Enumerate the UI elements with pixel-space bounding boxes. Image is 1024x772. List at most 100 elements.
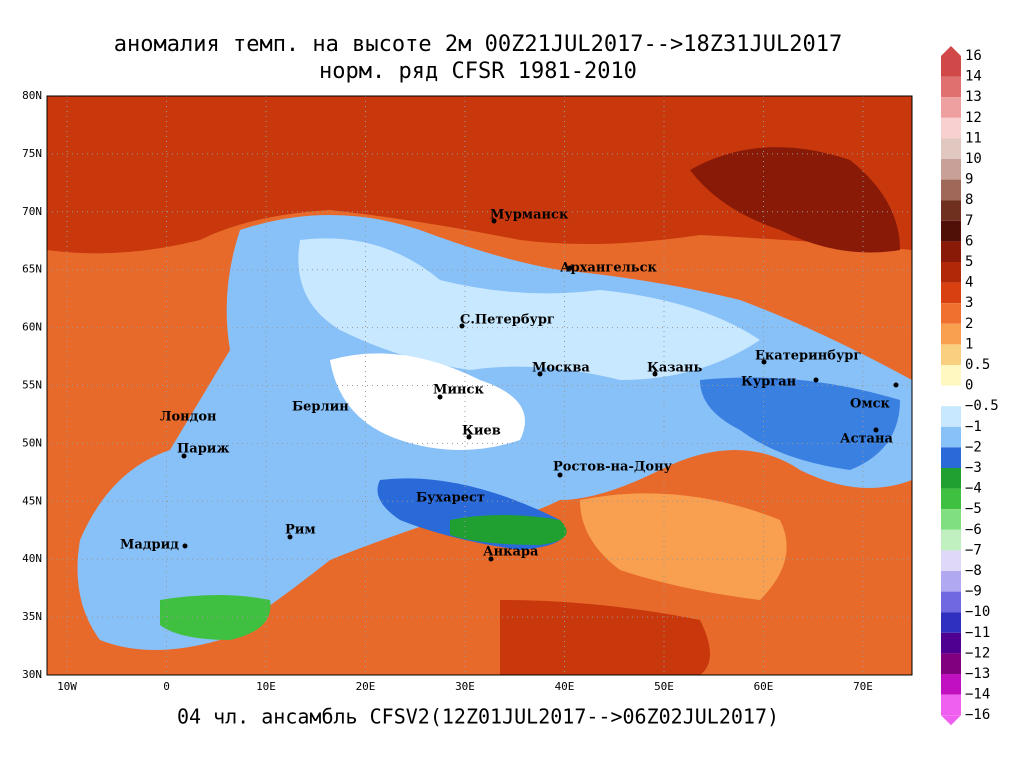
colorbar-segment — [941, 97, 961, 118]
lat-label: 70N — [22, 205, 42, 218]
colorbar-label: 7 — [965, 213, 973, 229]
graticule — [47, 96, 912, 675]
lon-label: 10W — [57, 680, 77, 693]
lon-label: 50E — [654, 680, 674, 693]
city-label: Ростов-на-Дону — [553, 460, 673, 475]
city-dot — [567, 265, 573, 271]
city-dot — [557, 472, 563, 478]
city-label: Курган — [741, 375, 797, 390]
colorbar-segment — [941, 550, 961, 571]
city-label: Архангельск — [560, 261, 658, 276]
city-label: Париж — [177, 442, 230, 457]
colorbar-segment — [941, 591, 961, 613]
footer: 04 чл. ансамбль CFSV2(12Z01JUL2017-->06Z… — [177, 705, 779, 729]
city-label: Бухарест — [416, 491, 485, 506]
colorbar-label: −10 — [965, 604, 990, 620]
lat-label: 45N — [22, 494, 42, 507]
colorbar-arrow — [941, 46, 961, 56]
colorbar-label: −16 — [965, 707, 990, 723]
colorbar-segment — [941, 117, 961, 139]
city-dot — [537, 371, 543, 377]
colorbar-segment — [941, 200, 961, 221]
colorbar-segment — [941, 468, 961, 489]
city-label: Казань — [647, 361, 702, 376]
lat-label: 65N — [22, 263, 42, 276]
city-label: Киев — [462, 424, 501, 439]
lon-label: 30E — [455, 680, 475, 693]
colorbar-segment — [941, 509, 961, 530]
colorbar-label: 4 — [965, 275, 973, 291]
city-label: Анкара — [483, 545, 539, 560]
city-label: Берлин — [292, 400, 349, 415]
city-label: Мадрид — [120, 538, 179, 553]
colorbar-label: −9 — [965, 584, 982, 600]
colorbar-segment — [941, 385, 961, 407]
title-line-2: норм. ряд CFSR 1981-2010 — [319, 59, 637, 84]
colorbar-segment — [941, 282, 961, 304]
colorbar-arrow — [941, 715, 961, 726]
axis-labels: 80N 75N 70N 65N 60N 55N 50N 45N 40N 35N 30N 10W 0 10E… — [22, 89, 873, 693]
city-labels: Мурманск Архангельск С.Петербург Москва … — [120, 208, 893, 560]
colorbar-segment — [941, 488, 961, 510]
colorbar-segment — [941, 529, 961, 551]
lat-label: 75N — [22, 147, 42, 160]
city-dot — [459, 323, 465, 329]
colorbar-segment — [941, 365, 961, 386]
colorbar-segment — [941, 56, 961, 77]
colorbar-segment — [941, 447, 961, 468]
colorbar-segment — [941, 406, 961, 427]
lat-label: 50N — [22, 436, 42, 449]
lon-label: 0 — [163, 680, 170, 693]
city-dot — [491, 218, 497, 224]
city-dot — [466, 434, 472, 440]
colorbar-label: −1 — [965, 419, 982, 435]
colorbar-segment — [941, 632, 961, 654]
colorbar-label: 0.5 — [965, 357, 990, 373]
city-label: Астана — [840, 432, 893, 447]
colorbar-segment — [941, 612, 961, 633]
city-dot — [287, 534, 293, 540]
lat-label: 35N — [22, 610, 42, 623]
lon-label: 40E — [555, 680, 575, 693]
city-dot — [437, 394, 443, 400]
colorbar-label: 10 — [965, 151, 982, 167]
colorbar-label: 11 — [965, 130, 982, 146]
colorbar-segment — [941, 220, 961, 242]
colorbar-segment — [941, 159, 961, 180]
lat-label: 30N — [22, 668, 42, 681]
lat-label: 80N — [22, 89, 42, 102]
colorbar: 16 14 13 12 11 10 9 8 7 6 5 4 3 2 1 0.5 0 −0.5 −1 −2 −3 −4 −5 −… — [941, 46, 999, 726]
colorbar-segment — [941, 426, 961, 448]
colorbar-segment — [941, 571, 961, 592]
lat-label: 55N — [22, 379, 42, 392]
colorbar-label: 12 — [965, 110, 982, 126]
city-dot — [181, 453, 187, 459]
colorbar-label: −7 — [965, 542, 982, 558]
city-dot — [873, 427, 879, 433]
city-label: Минск — [433, 383, 484, 398]
city-dot — [182, 543, 188, 549]
colorbar-label: −4 — [965, 481, 982, 497]
city-label: Екатеринбург — [755, 349, 861, 364]
colorbar-label: −2 — [965, 439, 982, 455]
city-dot — [488, 556, 494, 562]
colorbar-label: 16 — [965, 48, 982, 64]
colorbar-label: 13 — [965, 89, 982, 105]
colorbar-segment — [941, 76, 961, 98]
colorbar-label: −5 — [965, 501, 982, 517]
lon-label: 60E — [754, 680, 774, 693]
colorbar-segment — [941, 138, 961, 159]
colorbar-segment — [941, 241, 961, 262]
colorbar-label: −3 — [965, 460, 982, 476]
colorbar-label: 0 — [965, 378, 973, 394]
colorbar-segment — [941, 303, 961, 324]
city-dot — [652, 371, 658, 377]
colorbar-label: 14 — [965, 69, 982, 85]
colorbar-label: 5 — [965, 254, 973, 270]
city-dot — [813, 377, 819, 383]
colorbar-label: 6 — [965, 233, 973, 249]
colorbar-label: −8 — [965, 563, 982, 579]
city-label: Лондон — [160, 410, 217, 425]
colorbar-label: 3 — [965, 295, 973, 311]
